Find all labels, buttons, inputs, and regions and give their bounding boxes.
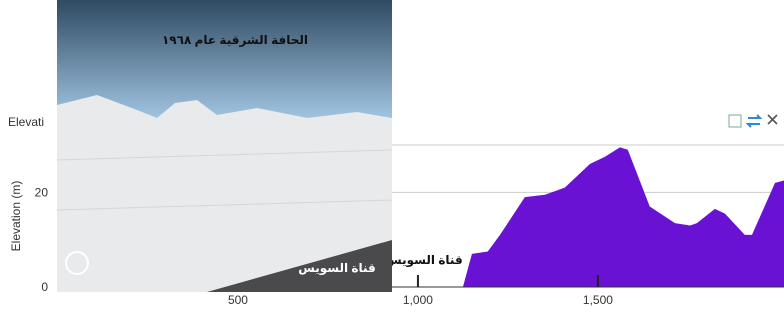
scene-label: قناة السويس	[298, 261, 376, 276]
scene-title: الحافة الشرقية عام ١٩٦٨	[162, 33, 308, 48]
y-tick-label: 20	[35, 185, 49, 199]
x-tick-label: 1,500	[583, 293, 613, 307]
x-tick-label: 1,000	[403, 293, 433, 307]
panel-title: Elevati	[8, 115, 44, 129]
y-axis-label: Elevation (m)	[9, 181, 23, 252]
x-tick-label: 500	[228, 293, 248, 307]
page: Elevati Elevation (m) 0 20 500 1,000 1,500 قن…	[0, 0, 784, 318]
annotation: قناة السويس	[385, 253, 463, 268]
scene-view: الحافة الشرقية عام ١٩٦٨ قناة السويس	[57, 0, 392, 292]
y-tick-label: 0	[41, 280, 48, 294]
